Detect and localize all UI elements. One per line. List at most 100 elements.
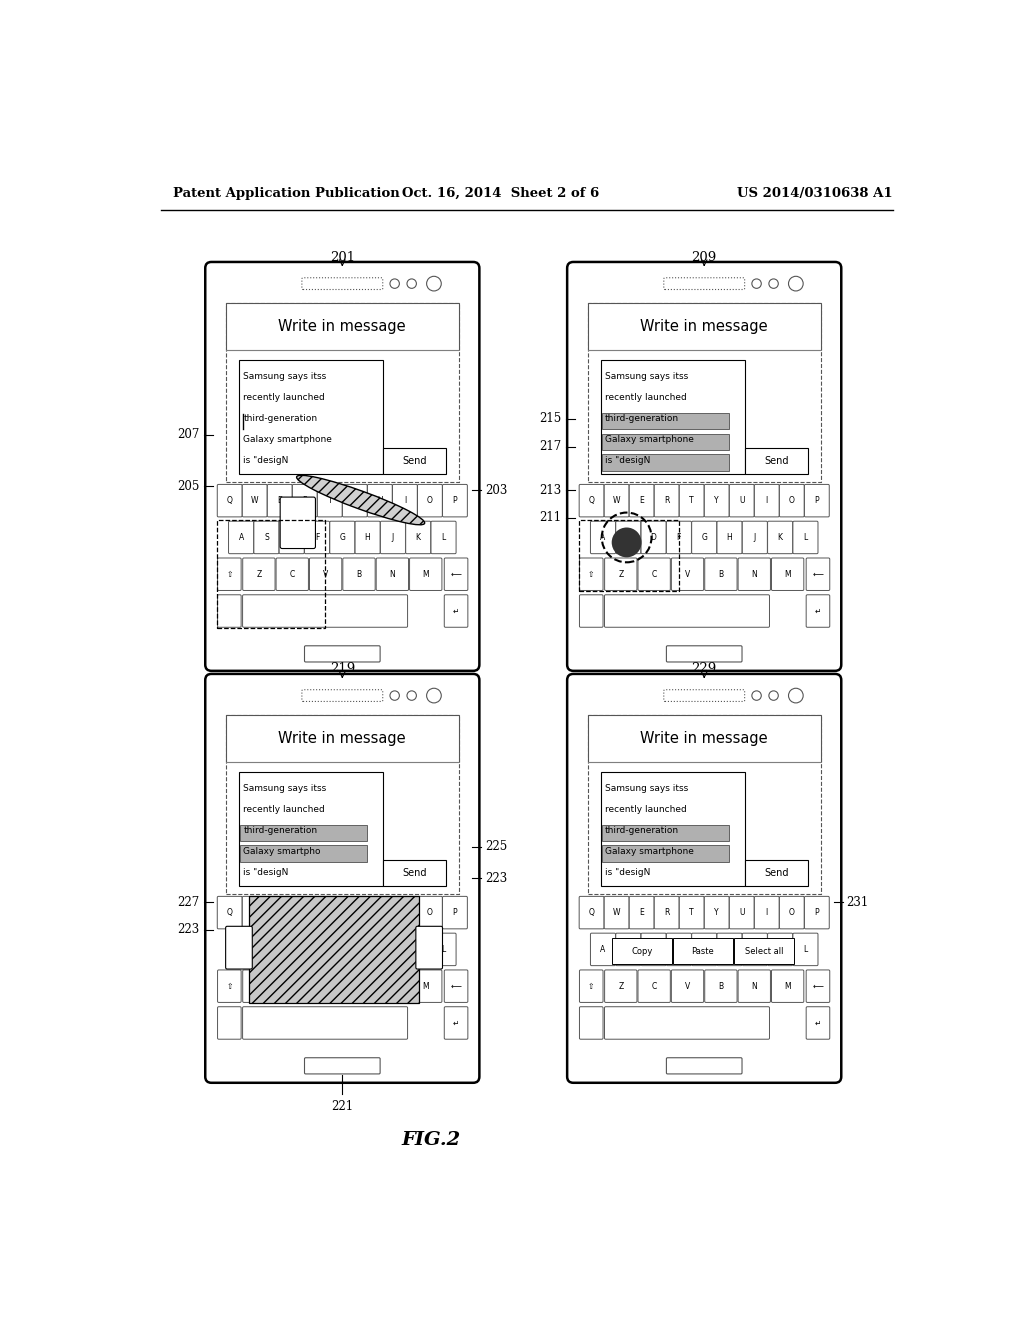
FancyBboxPatch shape (615, 933, 641, 966)
Text: P: P (453, 908, 458, 917)
Text: D: D (650, 533, 656, 543)
FancyBboxPatch shape (629, 896, 654, 929)
Text: L: L (441, 945, 445, 954)
Text: R: R (302, 496, 307, 506)
Text: A: A (600, 945, 605, 954)
FancyBboxPatch shape (580, 595, 603, 627)
Text: W: W (612, 908, 621, 917)
Text: B: B (356, 570, 361, 578)
FancyBboxPatch shape (205, 261, 479, 671)
Text: Z: Z (256, 570, 261, 578)
Text: recently launched: recently launched (244, 393, 325, 403)
FancyBboxPatch shape (342, 484, 368, 517)
Text: J: J (392, 533, 394, 543)
Text: N: N (752, 570, 757, 578)
Text: Send: Send (402, 457, 427, 466)
FancyBboxPatch shape (444, 595, 468, 627)
Text: ⇧: ⇧ (226, 982, 232, 991)
FancyBboxPatch shape (779, 484, 804, 517)
Text: Q: Q (226, 908, 232, 917)
FancyBboxPatch shape (292, 896, 317, 929)
FancyBboxPatch shape (442, 484, 467, 517)
Text: I: I (766, 496, 768, 506)
Text: F: F (314, 945, 319, 954)
FancyBboxPatch shape (243, 970, 275, 1002)
Text: ↵: ↵ (815, 606, 821, 615)
FancyBboxPatch shape (580, 896, 604, 929)
FancyBboxPatch shape (742, 933, 767, 966)
FancyBboxPatch shape (691, 521, 717, 553)
Text: recently launched: recently launched (605, 393, 687, 403)
FancyBboxPatch shape (410, 970, 442, 1002)
FancyBboxPatch shape (580, 484, 604, 517)
Text: S: S (626, 533, 631, 543)
Text: L: L (441, 533, 445, 543)
Text: 225: 225 (484, 840, 507, 853)
Text: I: I (403, 908, 406, 917)
FancyBboxPatch shape (604, 595, 769, 627)
Text: Samsung says itss: Samsung says itss (244, 784, 327, 793)
Text: D: D (289, 945, 295, 954)
FancyBboxPatch shape (410, 558, 442, 590)
Text: 217: 217 (540, 440, 562, 453)
Text: A: A (239, 533, 244, 543)
FancyBboxPatch shape (638, 970, 671, 1002)
Text: B: B (718, 982, 724, 991)
Text: J: J (754, 945, 756, 954)
Text: M: M (423, 982, 429, 991)
FancyBboxPatch shape (302, 690, 383, 701)
FancyBboxPatch shape (604, 558, 637, 590)
FancyBboxPatch shape (304, 933, 330, 966)
Text: S: S (626, 945, 631, 954)
Text: 227: 227 (177, 896, 200, 908)
FancyBboxPatch shape (217, 595, 241, 627)
FancyBboxPatch shape (729, 484, 754, 517)
FancyBboxPatch shape (588, 715, 820, 763)
Text: T: T (328, 496, 332, 506)
FancyBboxPatch shape (734, 939, 794, 965)
FancyBboxPatch shape (745, 859, 808, 886)
FancyBboxPatch shape (243, 484, 267, 517)
Text: O: O (427, 908, 433, 917)
Text: Select all: Select all (744, 946, 783, 956)
Text: Y: Y (715, 496, 719, 506)
FancyBboxPatch shape (580, 970, 603, 1002)
FancyBboxPatch shape (717, 933, 742, 966)
FancyBboxPatch shape (742, 521, 767, 553)
Text: 209: 209 (691, 251, 717, 264)
Text: 207: 207 (177, 428, 200, 441)
Text: 231: 231 (847, 896, 869, 908)
Text: G: G (701, 533, 708, 543)
Text: J: J (392, 945, 394, 954)
Text: Samsung says itss: Samsung says itss (605, 784, 688, 793)
FancyBboxPatch shape (280, 933, 304, 966)
FancyBboxPatch shape (705, 558, 737, 590)
Text: ⇧: ⇧ (226, 570, 232, 578)
Text: third-generation: third-generation (244, 826, 317, 834)
FancyBboxPatch shape (243, 595, 408, 627)
Text: W: W (251, 496, 258, 506)
FancyBboxPatch shape (217, 558, 241, 590)
Text: F: F (677, 533, 681, 543)
FancyBboxPatch shape (602, 413, 729, 429)
FancyBboxPatch shape (217, 896, 242, 929)
Text: Write in message: Write in message (640, 319, 768, 334)
Text: Z: Z (618, 982, 624, 991)
Text: L: L (803, 945, 808, 954)
FancyBboxPatch shape (779, 896, 804, 929)
FancyBboxPatch shape (309, 558, 342, 590)
Text: ⟵: ⟵ (451, 570, 462, 578)
Text: B: B (718, 570, 724, 578)
Text: H: H (727, 533, 732, 543)
Text: N: N (752, 982, 757, 991)
Text: FIG.2: FIG.2 (401, 1131, 461, 1150)
FancyBboxPatch shape (705, 896, 729, 929)
Text: 201: 201 (330, 251, 355, 264)
FancyBboxPatch shape (431, 933, 456, 966)
FancyBboxPatch shape (806, 595, 829, 627)
FancyBboxPatch shape (302, 277, 383, 289)
FancyBboxPatch shape (217, 484, 242, 517)
Text: C: C (290, 570, 295, 578)
FancyBboxPatch shape (755, 896, 779, 929)
Text: is "desigN: is "desigN (605, 455, 650, 465)
